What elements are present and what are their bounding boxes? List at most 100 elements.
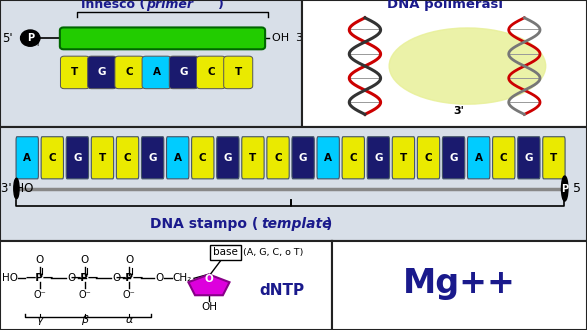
Text: T: T [72, 67, 79, 78]
Text: C: C [274, 153, 282, 163]
Text: DNA stampo (: DNA stampo ( [150, 217, 258, 231]
Text: O⁻: O⁻ [78, 290, 91, 300]
Text: O⁻: O⁻ [33, 290, 46, 300]
Text: A: A [23, 153, 31, 163]
Text: G: G [149, 153, 157, 163]
Text: A: A [475, 153, 483, 163]
Text: C: C [199, 153, 207, 163]
Text: G: G [98, 67, 106, 78]
Text: O: O [125, 255, 133, 265]
FancyBboxPatch shape [141, 137, 164, 179]
FancyBboxPatch shape [224, 56, 253, 89]
Text: P: P [26, 33, 34, 43]
Text: primer: primer [147, 0, 194, 11]
Text: O: O [155, 273, 163, 283]
Text: ): ) [218, 0, 224, 11]
FancyBboxPatch shape [392, 137, 414, 179]
Text: T: T [400, 153, 407, 163]
FancyBboxPatch shape [342, 137, 365, 179]
Text: O⁻: O⁻ [123, 290, 136, 300]
Text: G: G [180, 67, 188, 78]
Text: ): ) [326, 217, 332, 231]
Text: G: G [525, 153, 533, 163]
Text: base: base [213, 248, 238, 257]
Text: 3' HO: 3' HO [1, 182, 33, 195]
Text: Mg++: Mg++ [403, 267, 516, 300]
Text: —P—: —P— [26, 273, 54, 283]
Text: template: template [261, 217, 332, 231]
Text: (A, G, C, o T): (A, G, C, o T) [243, 248, 303, 257]
Text: C: C [349, 153, 357, 163]
Text: T: T [249, 153, 257, 163]
Text: β: β [81, 315, 88, 325]
FancyBboxPatch shape [217, 137, 239, 179]
Ellipse shape [389, 28, 546, 104]
FancyBboxPatch shape [267, 137, 289, 179]
Text: G: G [73, 153, 82, 163]
Text: G: G [224, 153, 232, 163]
Text: 5': 5' [2, 32, 13, 45]
FancyBboxPatch shape [197, 56, 225, 89]
FancyBboxPatch shape [317, 137, 339, 179]
FancyBboxPatch shape [367, 137, 390, 179]
FancyBboxPatch shape [115, 56, 144, 89]
Text: C: C [124, 153, 131, 163]
Text: T: T [235, 67, 242, 78]
Polygon shape [188, 275, 230, 295]
Text: CH₂: CH₂ [173, 273, 192, 283]
FancyBboxPatch shape [492, 137, 515, 179]
Text: 5: 5 [573, 182, 581, 195]
Text: O: O [204, 274, 213, 284]
Text: O: O [68, 273, 76, 283]
FancyBboxPatch shape [87, 56, 117, 89]
FancyBboxPatch shape [66, 137, 89, 179]
Text: O: O [80, 255, 89, 265]
Text: A: A [324, 153, 332, 163]
Text: dNTP: dNTP [259, 283, 305, 298]
FancyBboxPatch shape [16, 137, 38, 179]
FancyBboxPatch shape [167, 137, 189, 179]
FancyBboxPatch shape [417, 137, 440, 179]
Circle shape [561, 176, 568, 201]
Text: DNA polimerasi: DNA polimerasi [387, 0, 502, 11]
Text: —P—: —P— [115, 273, 143, 283]
Text: OH  3': OH 3' [272, 33, 306, 43]
Text: —P—: —P— [70, 273, 99, 283]
FancyBboxPatch shape [60, 27, 265, 49]
FancyBboxPatch shape [142, 56, 171, 89]
Text: T: T [99, 153, 106, 163]
Circle shape [14, 178, 19, 199]
Text: HO: HO [2, 273, 18, 283]
FancyBboxPatch shape [169, 56, 198, 89]
Text: T: T [550, 153, 558, 163]
Text: C: C [500, 153, 508, 163]
FancyBboxPatch shape [191, 137, 214, 179]
Text: C: C [126, 67, 133, 78]
Circle shape [21, 30, 40, 46]
Text: C: C [207, 67, 215, 78]
FancyBboxPatch shape [467, 137, 490, 179]
Text: P: P [561, 183, 568, 193]
Text: Innesco (: Innesco ( [81, 0, 145, 11]
Text: O: O [113, 273, 121, 283]
Text: A: A [174, 153, 182, 163]
Text: C: C [425, 153, 432, 163]
FancyBboxPatch shape [518, 137, 540, 179]
FancyBboxPatch shape [41, 137, 63, 179]
Text: A: A [153, 67, 161, 78]
Text: G: G [374, 153, 383, 163]
Text: G: G [449, 153, 458, 163]
Text: O: O [36, 255, 44, 265]
Text: α: α [126, 315, 133, 325]
FancyBboxPatch shape [60, 56, 89, 89]
FancyBboxPatch shape [543, 137, 565, 179]
FancyBboxPatch shape [443, 137, 465, 179]
Text: G: G [299, 153, 308, 163]
FancyBboxPatch shape [92, 137, 114, 179]
FancyBboxPatch shape [242, 137, 264, 179]
FancyBboxPatch shape [292, 137, 314, 179]
FancyBboxPatch shape [116, 137, 139, 179]
Text: γ: γ [36, 315, 43, 325]
Text: OH: OH [201, 302, 217, 313]
Text: i: i [36, 39, 38, 48]
